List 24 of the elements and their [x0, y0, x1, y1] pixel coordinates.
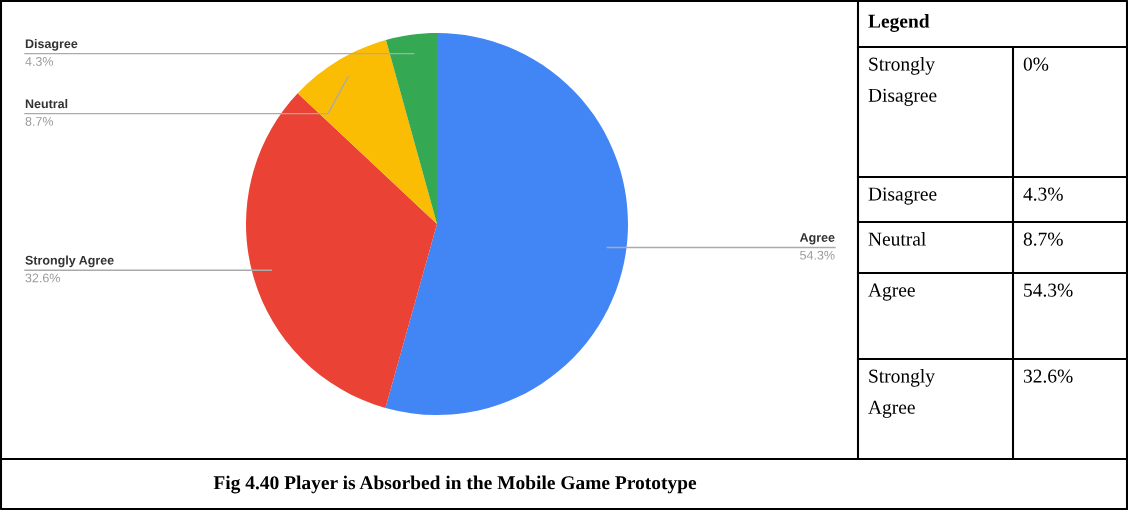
- data-label: 54.3%: [1024, 283, 1073, 297]
- category-label: Neutral: [868, 232, 926, 246]
- data-label: 32.6%: [25, 273, 60, 283]
- data-label: 32.6%: [1023, 369, 1073, 383]
- pie-slice: [385, 33, 437, 224]
- category-label: Strongly Agree: [868, 369, 935, 418]
- slice-label: Strongly Agree: [25, 255, 114, 268]
- pie-slice: [246, 93, 437, 408]
- data-label: 8.7%: [1023, 232, 1063, 246]
- data-label: 8.7%: [25, 117, 54, 126]
- text: Fig 4.40 Player is Absorbed in the Mobile Game Prototype: [213, 475, 697, 494]
- category-label: Agree: [868, 283, 915, 301]
- data-label: 54.3%: [800, 250, 835, 260]
- data-label: 0%: [1023, 57, 1049, 71]
- slice-label: Neutral: [25, 99, 68, 109]
- slice-label: Disagree: [25, 38, 78, 51]
- data-label: 4.3%: [1023, 187, 1063, 201]
- slice-label: Agree: [799, 233, 835, 245]
- pie-slice: [385, 33, 628, 415]
- category-label: Disagree: [868, 187, 937, 205]
- pie-slice: [297, 39, 437, 224]
- category-label: Strongly Disagree: [868, 57, 937, 106]
- data-label: 4.3%: [25, 57, 54, 66]
- text: Legend: [868, 14, 930, 32]
